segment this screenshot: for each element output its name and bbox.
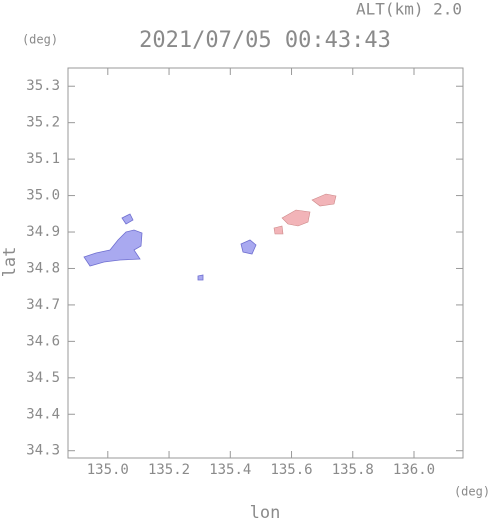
echo-region <box>240 239 257 255</box>
x-tick-label: 135.4 <box>209 462 251 478</box>
x-tick-label: 135.6 <box>270 462 312 478</box>
y-tick-label: 34.5 <box>26 370 60 386</box>
echo-region <box>83 229 143 267</box>
x-unit: (deg) <box>454 485 490 499</box>
x-tick-label: 136.0 <box>393 462 435 478</box>
echo-blue <box>83 213 257 281</box>
x-tick-label: 135.2 <box>148 462 190 478</box>
chart-title: 2021/07/05 00:43:43 <box>139 28 391 53</box>
y-tick-label: 34.6 <box>26 333 60 349</box>
y-tick-label: 34.8 <box>26 260 60 276</box>
y-tick-label: 35.0 <box>26 188 60 204</box>
echo-region <box>273 225 284 235</box>
y-tick-label: 34.4 <box>26 406 60 422</box>
echo-region <box>197 274 204 281</box>
altitude-label: ALT(km) 2.0 <box>356 0 462 19</box>
y-tick-label: 34.9 <box>26 224 60 240</box>
x-tick-label: 135.8 <box>332 462 374 478</box>
y-tick-label: 35.1 <box>26 151 60 167</box>
echo-red <box>273 193 337 235</box>
y-tick-label: 34.7 <box>26 297 60 313</box>
y-axis-label: lat <box>0 247 20 278</box>
y-tick-label: 35.2 <box>26 115 60 131</box>
echo-region <box>281 209 311 227</box>
x-axis-label: lon <box>250 503 281 521</box>
echo-region <box>121 213 134 225</box>
y-tick-label: 34.3 <box>26 443 60 459</box>
y-tick-label: 35.3 <box>26 78 60 94</box>
plot-frame <box>67 67 464 459</box>
echo-region <box>311 193 337 207</box>
x-tick-label: 135.0 <box>87 462 129 478</box>
y-unit: (deg) <box>22 33 58 47</box>
